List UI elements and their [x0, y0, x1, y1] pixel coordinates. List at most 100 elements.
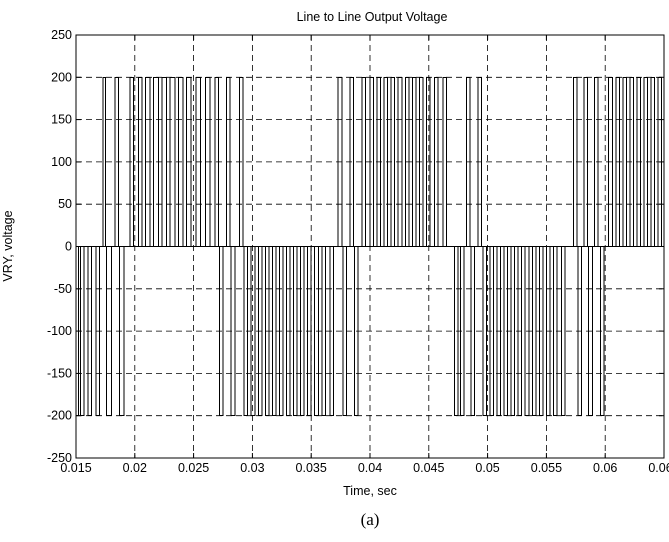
positive-pulse [411, 76, 417, 247]
negative-pulse [489, 246, 494, 417]
x-tick-label: 0.055 [531, 461, 562, 475]
negative-pulse [454, 246, 459, 417]
positive-pulse [418, 76, 424, 247]
x-tick-label: 0.045 [413, 461, 444, 475]
positive-pulse [650, 76, 656, 247]
negative-pulse [342, 246, 347, 417]
waveform [75, 76, 664, 417]
negative-pulse [460, 246, 465, 417]
positive-pulse [629, 76, 634, 247]
x-tick-label: 0.04 [358, 461, 382, 475]
x-axis-ticks: 0.015 0.02 0.025 0.03 0.035 0.04 0.045 0.05 0.05… [60, 35, 669, 475]
negative-pulse [561, 246, 566, 417]
negative-pulse [119, 246, 125, 417]
negative-pulse [293, 246, 298, 417]
negative-pulse [250, 246, 256, 417]
x-tick-label: 0.035 [296, 461, 327, 475]
figure-caption: (a) [361, 510, 380, 529]
x-tick-label: 0.065 [648, 461, 669, 475]
positive-pulse [636, 76, 641, 247]
negative-pulse [517, 246, 523, 417]
negative-pulse [503, 246, 509, 417]
positive-pulse [177, 76, 184, 247]
positive-pulse [349, 76, 355, 247]
positive-pulse [337, 76, 343, 247]
negative-pulse [531, 246, 537, 417]
y-tick-label: -200 [47, 409, 72, 423]
positive-pulse [383, 76, 389, 247]
y-tick-label: 0 [65, 240, 72, 254]
negative-pulse [243, 246, 249, 417]
chart-title: Line to Line Output Voltage [297, 10, 448, 24]
y-tick-label: 50 [58, 197, 72, 211]
positive-pulse [465, 76, 471, 247]
negative-pulse [278, 246, 284, 417]
x-tick-label: 0.06 [593, 461, 617, 475]
y-tick-label: -250 [47, 451, 72, 465]
x-tick-label: 0.015 [60, 461, 91, 475]
negative-pulse [510, 246, 516, 417]
positive-pulse [361, 76, 366, 247]
negative-pulse [524, 246, 530, 417]
positive-pulse [102, 76, 106, 247]
negative-pulse [470, 246, 476, 417]
positive-pulse [477, 76, 483, 247]
positive-pulse [226, 76, 231, 247]
x-tick-label: 0.025 [178, 461, 209, 475]
negative-pulse [218, 246, 224, 417]
positive-pulse [161, 76, 168, 247]
positive-pulse [186, 76, 192, 247]
positive-pulse [425, 76, 431, 247]
positive-pulse [572, 76, 578, 247]
y-tick-label: -100 [47, 324, 72, 338]
positive-pulse [137, 76, 143, 247]
y-tick-label: 250 [51, 28, 72, 42]
negative-pulse [264, 246, 270, 417]
negative-pulse [329, 246, 335, 417]
positive-pulse [404, 76, 410, 247]
negative-pulse [496, 246, 502, 417]
y-axis-label: VRY, voltage [1, 210, 15, 281]
positive-pulse [622, 76, 627, 247]
positive-pulse [442, 76, 447, 247]
positive-pulse [369, 76, 375, 247]
positive-pulse [238, 76, 244, 247]
negative-pulse [87, 246, 92, 417]
positive-pulse [390, 76, 396, 247]
negative-pulse [95, 246, 101, 417]
positive-pulse [397, 76, 403, 247]
positive-pulse [114, 76, 119, 247]
y-axis-ticks: -250 -200 -150 -100 -50 0 50 100 150 200 250 [47, 28, 664, 465]
y-tick-label: 150 [51, 113, 72, 127]
x-tick-label: 0.05 [475, 461, 499, 475]
positive-pulse [608, 76, 613, 247]
negative-pulse [106, 246, 112, 417]
negative-pulse [230, 246, 236, 417]
positive-pulse [129, 76, 135, 247]
negative-pulse [545, 246, 551, 417]
y-tick-label: 200 [51, 70, 72, 84]
negative-pulse [321, 246, 326, 417]
negative-pulse [300, 246, 305, 417]
negative-pulse [307, 246, 312, 417]
negative-pulse [271, 246, 277, 417]
x-tick-label: 0.03 [240, 461, 264, 475]
negative-pulse [257, 246, 263, 417]
positive-pulse [153, 76, 159, 247]
negative-pulse [588, 246, 593, 417]
y-tick-label: 100 [51, 155, 72, 169]
positive-pulse [204, 76, 211, 247]
positive-pulse [195, 76, 202, 247]
x-axis-label: Time, sec [343, 484, 397, 498]
negative-pulse [314, 246, 319, 417]
negative-pulse [577, 246, 583, 417]
y-tick-label: -150 [47, 366, 72, 380]
negative-pulse [599, 246, 605, 417]
y-tick-label: -50 [54, 282, 72, 296]
positive-pulse [376, 76, 382, 247]
positive-pulse [583, 76, 589, 247]
negative-pulse [538, 246, 544, 417]
positive-pulse [643, 76, 649, 247]
negative-pulse [354, 246, 359, 417]
